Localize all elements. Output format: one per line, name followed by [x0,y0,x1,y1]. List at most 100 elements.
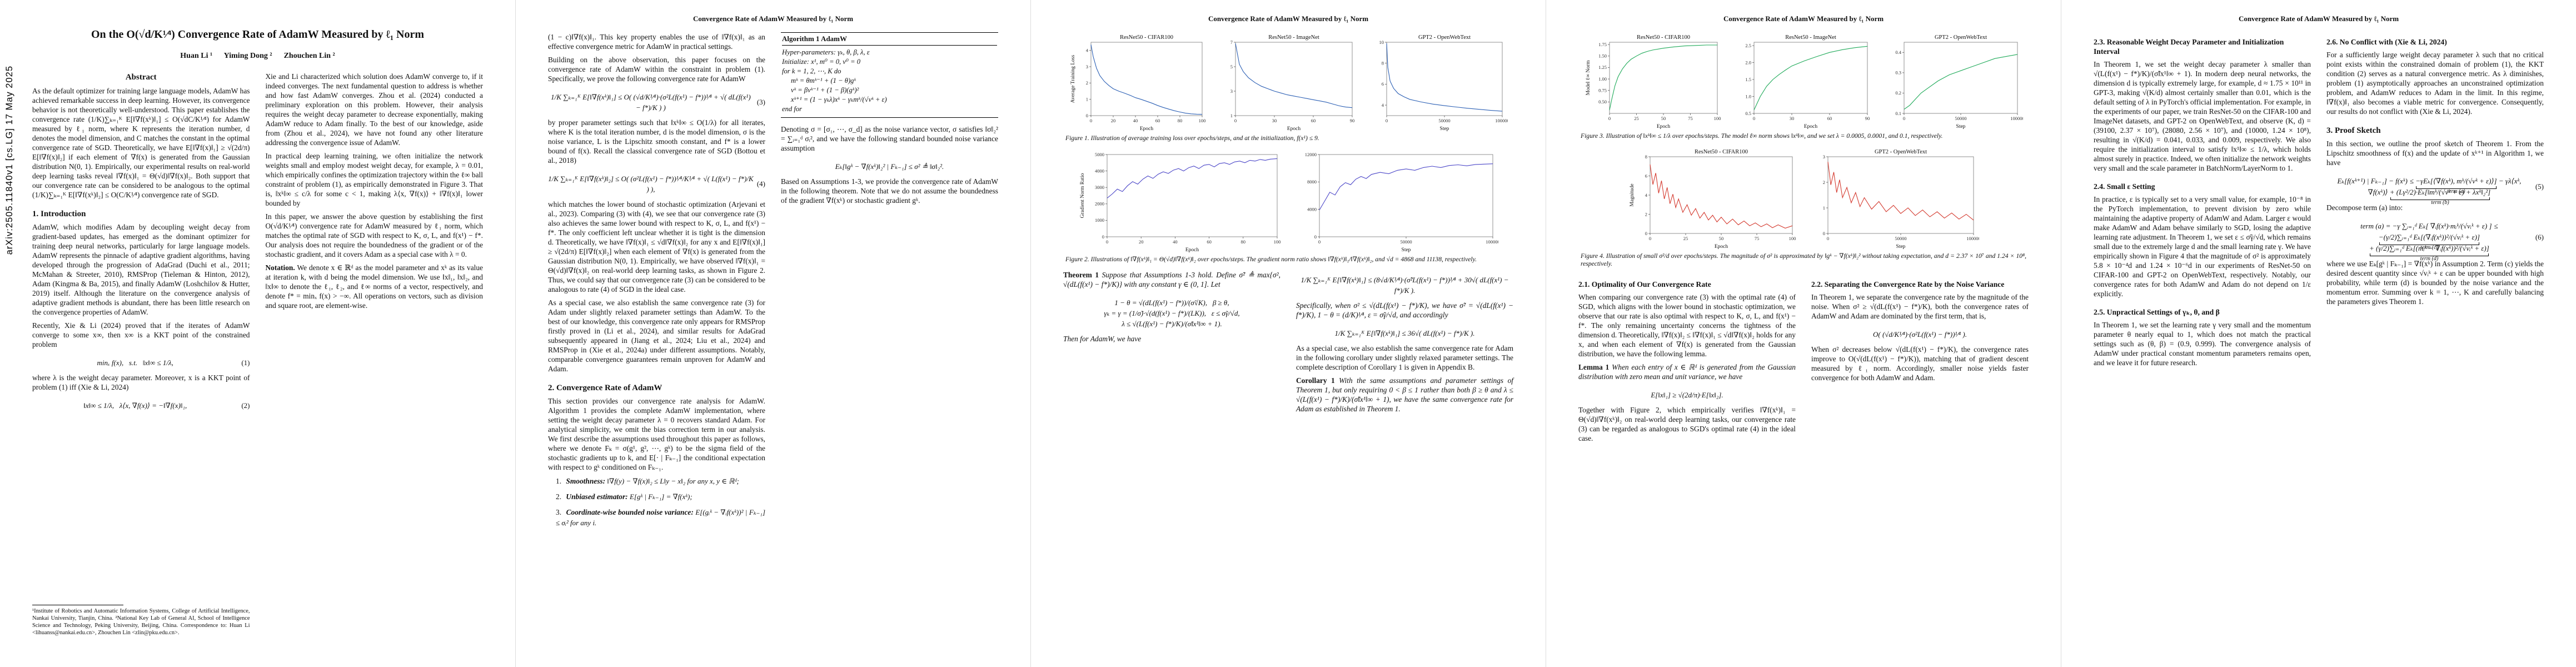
equation-number: (3) [756,98,765,106]
svg-text:Epoch: Epoch [1185,247,1199,253]
body-paragraph: Decompose term (a) into: [2326,203,2403,212]
body-paragraph: Denoting σ = [σ₁, ⋯, σ_d] as the noise v… [781,125,998,152]
page4-right-column: 2.2. Separating the Convergence Rate by … [1811,275,2029,447]
assumption-text: E[gᵏ | Fₖ₋₁] = ∇f(xᵏ); [629,492,692,501]
svg-text:4: 4 [1645,192,1648,198]
lemma-1-equation: E[‖x‖₁] ≥ √(2d/π)·E[‖x‖₂]. [1578,390,1796,400]
svg-text:75: 75 [1688,116,1693,121]
assumption-label: Smoothness: [566,477,606,485]
svg-text:6: 6 [1382,81,1384,87]
arxiv-stamp: arXiv:2505.11840v1 [cs.LG] 17 May 2025 [4,66,14,255]
svg-text:Epoch: Epoch [1715,244,1728,250]
svg-text:Epoch: Epoch [1287,126,1301,132]
svg-text:Epoch: Epoch [1804,124,1818,130]
term-d-label: term (d) [2420,255,2439,262]
svg-text:0: 0 [1827,236,1829,241]
section-2-2-heading: 2.2. Separating the Convergence Rate by … [1811,280,2005,288]
page-1: arXiv:2505.11840v1 [cs.LG] 17 May 2025 O… [0,0,515,667]
term-c-braced: −(γ/2)∑ᵢ₌₁ᵈ Eₖ[(∇ᵢf(xᵏ))²/(√vᵢᵏ + ε)] ter… [2379,232,2480,251]
body-paragraph: In practical deep learning training, we … [265,152,484,207]
section-2-heading: 2. Convergence Rate of AdamW [548,384,662,392]
theorem-1-rate-equation: 1/K ∑ₖ₌₁ᴷ E[‖∇f(xᵏ)‖₁] ≤ (8√d/K¹⁄⁴)·(σ̃²… [1296,275,1513,296]
algorithm-line: end for [782,105,803,113]
assumption-number: 1. [556,477,562,485]
algorithm-line: Initialize: x¹, m⁰ = 0, v⁰ = 0 [782,58,861,66]
svg-text:Step: Step [1440,126,1449,132]
svg-text:Step: Step [1956,124,1966,130]
svg-text:Average Training Loss: Average Training Loss [1070,55,1076,103]
figure-1: 0 20 40 60 80 100 0 1 2 3 4 ResNet50 - CIFAR100 Epoc… [1063,32,1513,132]
svg-text:50000: 50000 [1400,239,1412,245]
svg-text:60: 60 [1827,116,1832,121]
svg-text:5000: 5000 [1095,152,1104,157]
theorem-1-settings: 1 − θ = √(dL(f(x¹) − f*))/(σ̃√K), β ≥ θ,… [1063,297,1280,329]
equation-body: 1/K ∑ₖ₌₁ᴷ E[‖∇f(xᵏ)‖₂] ≤ O( (σ²L(f(x¹) −… [548,175,754,193]
assumption-number: 3. [556,508,562,516]
svg-text:GPT2 - OpenWebText: GPT2 - OpenWebText [1418,34,1471,41]
svg-text:8000: 8000 [1307,179,1317,185]
svg-text:GPT2 - OpenWebText: GPT2 - OpenWebText [1875,149,1927,155]
page-2: Convergence Rate of AdamW Measured by ℓ₁… [515,0,1030,667]
figure4-chart-cifar100: 0 25 50 75 100 0 2 4 6 8 ResNet50 - CIFAR100 Epoch M… [1628,147,1798,250]
theorem-1-special-case: Specifically, when σ² ≤ √(dL(f(x¹) − f*)… [1296,301,1513,319]
body-paragraph: where we use Eₖ[gᵏ | Fₖ₋₁] = ∇f(xᵏ) in A… [2326,259,2544,306]
running-header: Convergence Rate of AdamW Measured by ℓ₁… [1723,14,1884,23]
svg-text:2: 2 [1823,180,1825,185]
svg-text:ResNet50 - CIFAR100: ResNet50 - CIFAR100 [1120,34,1173,41]
svg-text:0.3: 0.3 [1895,70,1901,76]
svg-text:2.5: 2.5 [1745,43,1751,48]
body-paragraph: This section provides our convergence ra… [548,397,765,471]
svg-text:25: 25 [1634,116,1639,121]
notation-label: Notation. [265,263,295,272]
equation-body: minₓ f(x), s.t. ‖x‖∞ ≤ 1/λ, [97,359,173,367]
svg-text:3: 3 [1086,64,1088,69]
figure-2-caption: Figure 2. Illustrations of ‖∇f(xᵏ)‖₁ = Θ… [1065,256,1477,263]
body-paragraph: by proper parameter settings such that ‖… [548,118,765,165]
section-2-1-heading: 2.1. Optimality of Our Convergence Rate [1578,280,1711,288]
term-a-braced: −γEₖ[⟨∇f(xᵏ), mᵏ/(√vᵏ + ε)⟩] term (a) [2415,176,2497,195]
figure-4: 0 25 50 75 100 0 2 4 6 8 ResNet50 - CIFAR100 Epoch M… [1578,147,2029,250]
body-paragraph: Based on Assumptions 1-3, we provide the… [781,177,998,205]
svg-text:Epoch: Epoch [1657,124,1671,130]
body-paragraph: where λ is the weight decay parameter. M… [32,374,250,391]
page-5: Convergence Rate of AdamW Measured by ℓ₁… [2061,0,2576,667]
page-4: Convergence Rate of AdamW Measured by ℓ₁… [1546,0,2061,667]
paper-authors: Huan Li ¹ Yiming Dong ² Zhouchen Lin ² [180,52,335,60]
term-d-expression: + (γ/2)∑ᵢ₌₁ᵈ Eₖ[(mᵢᵏ − ∇ᵢf(xᵏ))²/(√vᵢᵏ +… [2369,243,2489,252]
equation-body: term (a) = −γ ∑ᵢ₌₁ᵈ Eₖ[ ∇ᵢf(xᵏ)·mᵢᵏ/(√vᵢ… [2326,221,2532,262]
svg-text:4000: 4000 [1307,207,1317,212]
assumption-3: 3. Coordinate-wise bounded noise varianc… [548,507,765,528]
figure-3-caption: Figure 3. Illustration of ‖xᵏ‖∞ ≤ 1/λ ov… [1581,132,1943,140]
svg-text:100: 100 [1274,239,1281,245]
section-2-3-heading: 2.3. Reasonable Weight Decay Parameter a… [2094,38,2284,56]
equation-body: O( (√d/K¹⁄⁴)·(σ²L(f(x¹) − f*))¹⁄⁴ ). [1873,330,1967,339]
noise-regime-equation: O( (√d/K¹⁄⁴)·(σ²L(f(x¹) − f*))¹⁄⁴ ). [1811,329,2029,340]
svg-text:100: 100 [1714,116,1721,121]
svg-text:4: 4 [1382,102,1384,108]
abstract-heading: Abstract [125,73,157,82]
svg-text:30: 30 [1790,116,1795,121]
equation-number: (4) [756,180,765,188]
section-3-heading: 3. Proof Sketch [2326,126,2381,135]
term-b-braced: + (Lγ²/2)·Eₖ[‖mᵏ/(√vᵏ + ε) + λxᵏ‖₂²] term… [2390,187,2490,206]
svg-text:50000: 50000 [1895,236,1906,241]
body-paragraph: In practice, ε is typically set to a ver… [2094,195,2311,298]
equation-number: (6) [2535,232,2544,241]
equation-body: Eₖ[f(xᵏ⁺¹) | Fₖ₋₁] − f(xᵏ) ≤ −γEₖ[⟨∇f(xᵏ… [2326,176,2532,206]
section-2-4-heading: 2.4. Small ε Setting [2094,182,2155,191]
settings-line-3: λ ≤ √(L(f(x¹) − f*)/K)/(σ̃‖x¹‖∞ + 1). [1122,320,1222,328]
assumption-label: Coordinate-wise bounded noise variance: [566,508,694,516]
theorem-1: Theorem 1 Suppose that Assumptions 1-3 h… [1063,270,1280,289]
svg-text:2000: 2000 [1095,201,1104,207]
equation-body: ‖x‖∞ ≤ 1/λ, λ⟨x, ∇f(x)⟩ = −‖∇f(x)‖₁, [83,401,187,410]
notation-text: We denote x ∈ ℝᵈ as the model parameter … [265,263,484,310]
svg-text:0: 0 [1386,118,1388,123]
svg-text:7: 7 [1230,39,1233,45]
page1-right-column: Xie and Li characterized which solution … [266,72,484,636]
svg-text:3000: 3000 [1095,185,1104,190]
section-2-5-heading: 2.5. Unpractical Settings of γₖ, θ, and … [2094,307,2220,316]
